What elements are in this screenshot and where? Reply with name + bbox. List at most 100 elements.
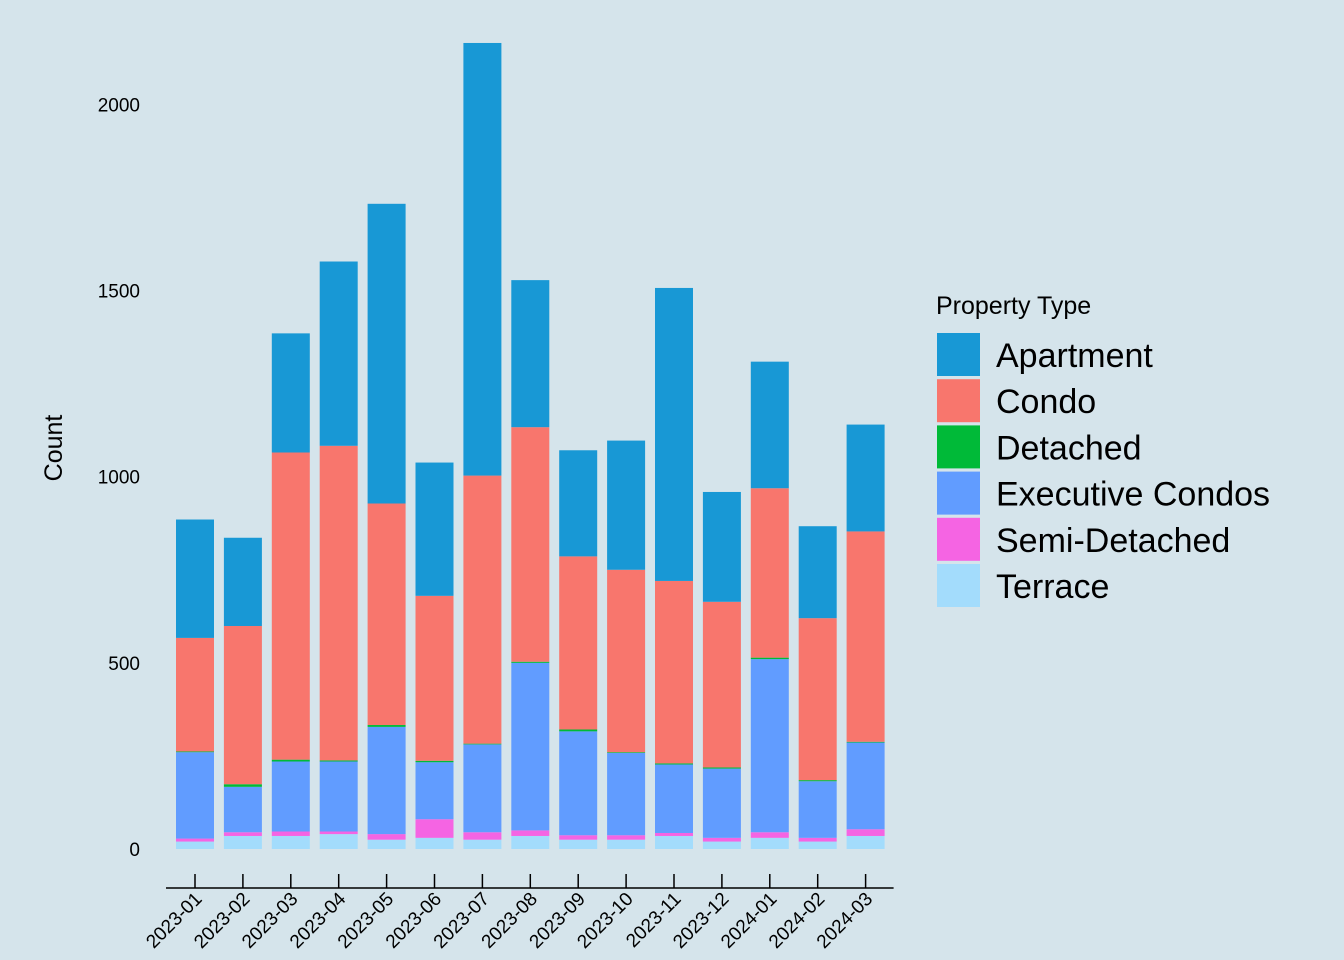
bar-segment-semi-detached [511, 830, 550, 836]
bars [176, 42, 885, 849]
legend-label: Terrace [996, 568, 1109, 606]
bar-segment-executive-condos [367, 726, 406, 835]
y-axis-ticks: 0 500 1000 1500 2000 [98, 95, 140, 861]
bar-segment-condo [223, 625, 262, 785]
y-tick-label: 1500 [98, 282, 140, 303]
bar-segment-terrace [559, 839, 598, 849]
bar-segment-condo [607, 569, 646, 753]
bar-segment-semi-detached [223, 832, 262, 836]
bar-segment-detached [415, 760, 454, 763]
bar-segment-apartment [559, 450, 598, 557]
bar-segment-terrace [319, 834, 358, 849]
bar-segment-condo [559, 556, 598, 730]
bar-segment-detached [511, 661, 550, 663]
bar-segment-apartment [319, 261, 358, 446]
bar-segment-condo [655, 580, 693, 764]
y-axis-title: Count [40, 415, 68, 482]
bar-segment-semi-detached [750, 832, 789, 838]
bar-segment-semi-detached [176, 838, 214, 842]
bar-segment-semi-detached [559, 835, 598, 840]
bar-segment-terrace [223, 835, 262, 849]
bar-segment-executive-condos [750, 659, 789, 833]
bar-segment-detached [223, 784, 262, 787]
bar-segment-terrace [750, 837, 789, 849]
bar-segment-detached [559, 729, 598, 732]
x-axis: 2023-012023-022023-032023-042023-052023-… [142, 874, 894, 953]
legend-swatch [937, 517, 980, 561]
bar-segment-condo [798, 618, 837, 781]
bar-segment-terrace [846, 835, 885, 849]
bar-segment-semi-detached [702, 837, 741, 842]
legend-swatch [937, 471, 980, 515]
bar-segment-executive-condos [559, 731, 598, 836]
legend-item-detached: Detached [937, 425, 1142, 469]
bar-segment-apartment [607, 440, 646, 570]
bar-segment-detached [367, 725, 406, 727]
bar-segment-condo [367, 503, 406, 726]
bar-segment-semi-detached [319, 831, 358, 835]
bar-segment-apartment [511, 280, 550, 428]
bar-segment-semi-detached [415, 819, 454, 838]
bar-segment-terrace [607, 839, 646, 849]
legend-label: Condo [996, 383, 1096, 421]
legend-swatch [937, 379, 980, 423]
bar-segment-executive-condos [271, 761, 310, 832]
bar-segment-condo [463, 475, 502, 744]
bar-segment-executive-condos [415, 762, 454, 820]
bar-segment-semi-detached [798, 837, 837, 842]
bar-segment-condo [846, 531, 885, 742]
bar-segment-condo [176, 637, 214, 752]
bar-segment-apartment [176, 519, 214, 638]
bar-segment-executive-condos [798, 781, 837, 838]
bar-segment-terrace [511, 835, 550, 849]
bar-segment-executive-condos [511, 662, 550, 831]
y-tick-label: 1000 [98, 468, 140, 489]
bar-segment-apartment [367, 203, 406, 504]
bar-segment-detached [271, 759, 310, 762]
bar-segment-condo [415, 595, 454, 761]
legend-label: Detached [996, 429, 1142, 467]
legend-item-executive-condos: Executive Condos [937, 471, 1270, 515]
legend-item-apartment: Apartment [937, 333, 1153, 376]
y-tick-label: 500 [108, 654, 140, 675]
legend-item-semi-detached: Semi-Detached [937, 517, 1230, 561]
bar-segment-apartment [798, 526, 837, 619]
bar-segment-semi-detached [367, 834, 406, 840]
bar-segment-condo [271, 452, 310, 760]
bar-segment-detached [176, 751, 214, 753]
legend-item-condo: Condo [937, 379, 1096, 423]
bar-segment-terrace [655, 835, 693, 849]
bar-segment-apartment [846, 424, 885, 532]
bar-segment-detached [463, 743, 502, 745]
bar-segment-condo [702, 601, 741, 768]
bar-segment-terrace [463, 839, 502, 849]
legend-title: Property Type [936, 292, 1091, 320]
bar-segment-terrace [798, 841, 837, 849]
y-tick-label: 2000 [98, 95, 140, 116]
legend-swatch [937, 564, 980, 607]
bar-segment-executive-condos [702, 768, 741, 838]
bar-segment-apartment [415, 462, 454, 596]
bar-segment-apartment [223, 537, 262, 626]
legend-swatch [937, 333, 980, 376]
bar-segment-detached [750, 657, 789, 660]
bar-segment-detached [846, 741, 885, 743]
bar-segment-terrace [367, 839, 406, 849]
bar-segment-apartment [271, 333, 310, 453]
bar-segment-condo [511, 427, 550, 662]
bar-segment-semi-detached [607, 835, 646, 840]
bar-segment-executive-condos [607, 752, 646, 836]
bar-segment-condo [750, 488, 789, 658]
bar-segment-executive-condos [319, 761, 358, 832]
bar-segment-detached [655, 763, 693, 765]
legend: Property Type Apartment Condo Detached Exec… [936, 292, 1270, 607]
legend-label: Apartment [996, 337, 1153, 375]
legend-item-terrace: Terrace [937, 564, 1109, 607]
bar-segment-condo [319, 445, 358, 761]
bar-segment-apartment [702, 491, 741, 602]
legend-swatch [937, 425, 980, 469]
bar-segment-apartment [655, 287, 693, 581]
bar-segment-detached [798, 780, 837, 782]
bar-segment-detached [607, 752, 646, 753]
